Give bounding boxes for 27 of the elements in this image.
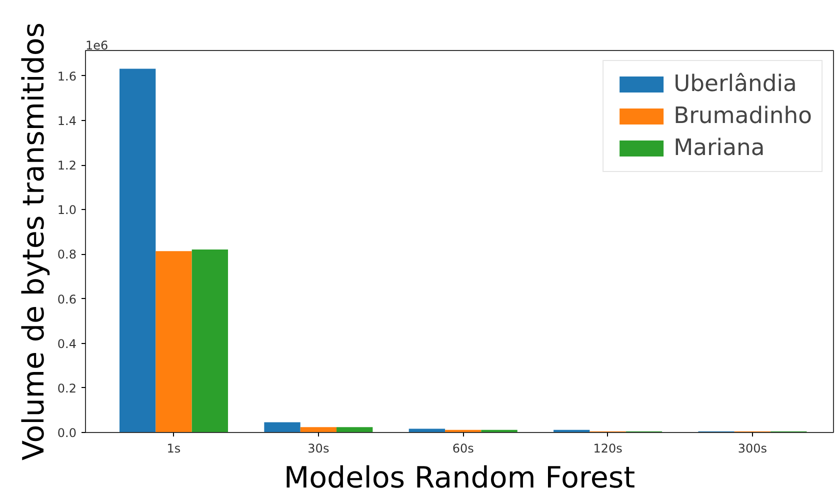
bar <box>192 250 228 432</box>
y-tick-label: 1.6 <box>57 69 77 84</box>
annotation: 1e6 <box>86 38 108 52</box>
y-tick-label: 1.4 <box>57 114 77 128</box>
y-tick-label: 0.6 <box>57 292 77 306</box>
x-tick-label: 30s <box>308 442 330 456</box>
y-tick-label: 0.8 <box>57 248 77 262</box>
y-tick-label: 0.2 <box>57 381 77 396</box>
y-tick-label: 0.0 <box>57 426 77 440</box>
x-tick-label: 120s <box>593 442 622 456</box>
x-tick-label: 1s <box>166 442 181 456</box>
bar <box>264 422 300 432</box>
legend-label: Brumadinho <box>674 103 812 129</box>
y-tick-label: 1.2 <box>57 158 77 173</box>
x-axis-title: Modelos Random Forest <box>284 460 636 494</box>
bar <box>300 427 337 432</box>
legend-label: Mariana <box>674 135 765 161</box>
y-tick-label: 1.0 <box>57 203 77 218</box>
x-tick-label: 60s <box>452 442 474 456</box>
bar <box>120 68 156 432</box>
bar <box>156 251 192 432</box>
x-tick-label: 300s <box>738 442 768 456</box>
bar <box>408 428 446 432</box>
legend-label: Uberlândia <box>674 71 797 97</box>
bar <box>336 427 373 432</box>
y-axis-title: Volume de bytes transmitidos <box>16 22 50 461</box>
y-tick-label: 0.4 <box>57 336 77 351</box>
